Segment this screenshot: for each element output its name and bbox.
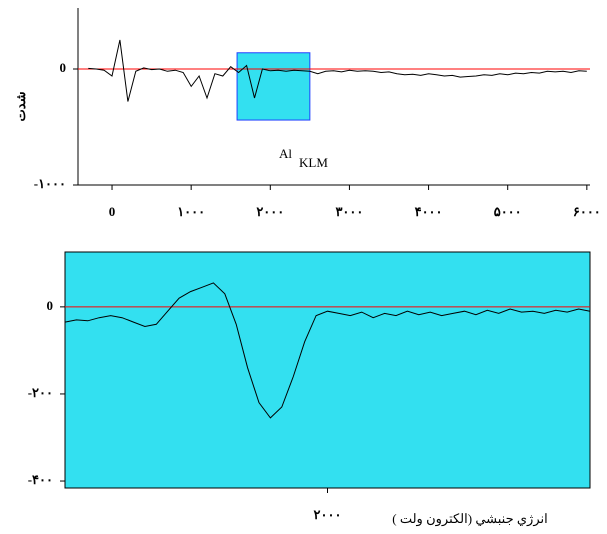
y-tick-label: 0 bbox=[60, 60, 67, 75]
y-axis-label: شدت bbox=[13, 91, 28, 121]
x-tick-label: ۲۰۰۰ bbox=[314, 507, 342, 522]
y-tick-label: 0 bbox=[47, 298, 54, 313]
x-tick-label: ۶۰۰۰ bbox=[573, 204, 601, 219]
axis-line bbox=[77, 8, 590, 186]
x-tick-label: ۳۰۰۰ bbox=[335, 204, 363, 219]
x-tick-label: ۲۰۰۰ bbox=[256, 204, 284, 219]
data-line bbox=[88, 39, 587, 102]
data-line bbox=[64, 282, 591, 419]
x-tick-label: ۵۰۰۰ bbox=[494, 204, 522, 219]
x-axis-label: انرژي جنبشي (الكترون ولت ) bbox=[392, 511, 548, 527]
x-tick-label: ۱۰۰۰ bbox=[177, 204, 205, 219]
annotation-subscript: KLM bbox=[299, 155, 328, 170]
plot-background bbox=[64, 251, 591, 489]
x-tick-label: 0 bbox=[109, 204, 116, 219]
y-tick-label: -۲۰۰ bbox=[28, 385, 53, 400]
x-tick-label: ۴۰۰۰ bbox=[415, 204, 443, 219]
y-tick-label: -۴۰۰ bbox=[28, 472, 53, 487]
annotation: Al bbox=[279, 146, 292, 161]
y-tick-label: -۱۰۰۰ bbox=[34, 176, 66, 191]
highlight-region bbox=[236, 52, 311, 121]
